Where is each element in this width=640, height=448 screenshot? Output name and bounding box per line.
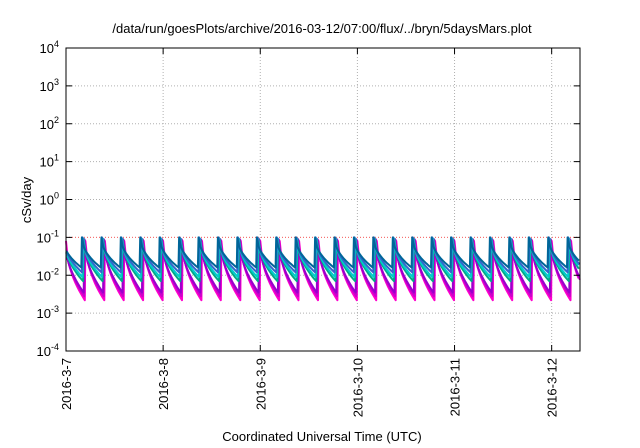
y-tick-label: 103 [40, 77, 59, 94]
plot-frame [65, 47, 581, 352]
y-axis-label: cSv/day [19, 176, 34, 223]
x-tick-label: 2016-3-8 [156, 358, 171, 410]
x-tick-label: 2016-3-10 [350, 358, 365, 417]
chart-title: /data/run/goesPlots/archive/2016-03-12/0… [112, 21, 532, 36]
y-tick-label: 10-3 [37, 304, 59, 321]
y-tick-label: 100 [40, 191, 59, 208]
y-tick-label: 10-2 [37, 266, 59, 283]
x-tick-labels: 2016-3-7 2016-3-8 2016-3-9 2016-3-10 2016-3-… [59, 358, 560, 417]
y-tick-label: 10-1 [37, 228, 59, 245]
x-tick-label: 2016-3-12 [545, 358, 560, 417]
grid [66, 48, 580, 351]
series-layer [65, 236, 581, 302]
x-tick-label: 2016-3-11 [448, 358, 463, 416]
y-tick-label: 104 [40, 39, 59, 56]
ticks [65, 47, 580, 352]
y-tick-label: 101 [40, 153, 59, 170]
x-tick-label: 2016-3-7 [59, 358, 74, 410]
series-line [65, 236, 580, 269]
y-tick-label: 102 [40, 115, 59, 132]
x-axis-label: Coordinated Universal Time (UTC) [222, 429, 421, 444]
y-tick-label: 10-4 [37, 342, 59, 359]
x-tick-label: 2016-3-9 [253, 358, 268, 410]
y-tick-labels: 10-4 10-3 10-2 10-1 100 101 102 103 104 [37, 39, 59, 359]
